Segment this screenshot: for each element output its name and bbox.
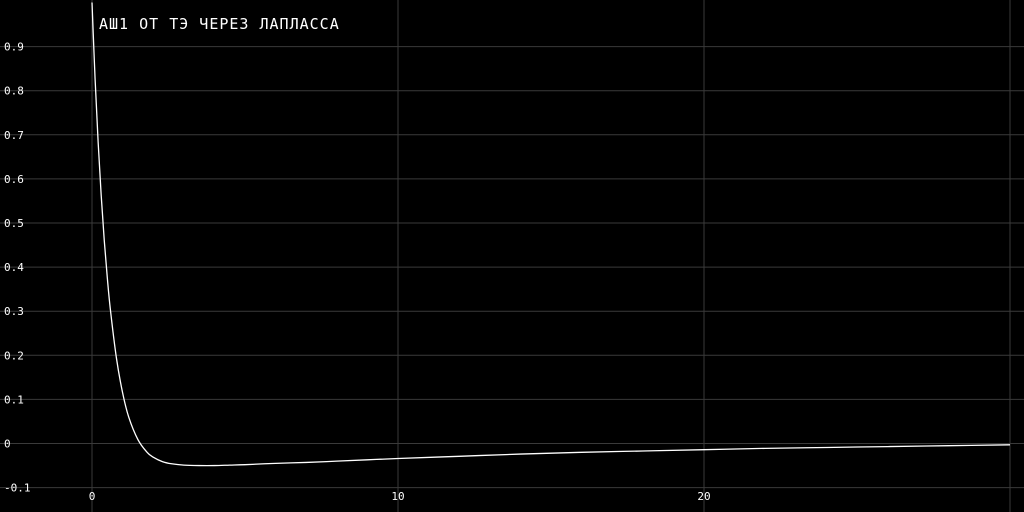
y-tick-label: 0 <box>4 438 11 451</box>
x-tick-label: 10 <box>391 490 404 503</box>
y-tick-label: 0.1 <box>4 393 24 406</box>
y-tick-label: 0.6 <box>4 173 24 186</box>
y-tick-label: 0.5 <box>4 217 24 230</box>
y-tick-label: 0.7 <box>4 129 24 142</box>
series-line <box>91 2 1011 467</box>
y-tick-label: 0.8 <box>4 85 24 98</box>
x-tick-label: 20 <box>697 490 710 503</box>
x-tick-label: 0 <box>89 490 96 503</box>
series-group <box>91 2 1011 467</box>
y-axis-ticks: -0.1 0 0.1 0.2 0.3 0.4 0.5 0.6 0.7 0.8 0.9 <box>4 41 31 495</box>
chart-title: АШ1 ОТ ТЭ ЧЕРЕЗ ЛАПЛАССА <box>99 15 340 33</box>
y-tick-label: 0.2 <box>4 349 24 362</box>
y-tick-label: 0.3 <box>4 305 24 318</box>
y-tick-label: 0.9 <box>4 41 24 54</box>
x-axis-ticks: 0 10 20 <box>89 490 711 503</box>
y-tick-label: -0.1 <box>4 482 31 495</box>
y-tick-label: 0.4 <box>4 261 24 274</box>
